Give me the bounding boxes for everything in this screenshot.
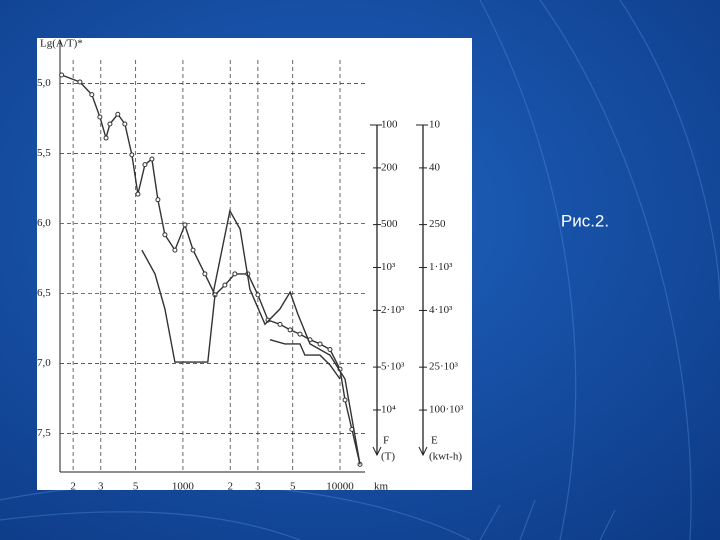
f-title: F [383,435,389,447]
data-line [212,208,361,465]
f-tick-label: 10³ [381,261,396,273]
data-point [155,197,161,203]
data-point [255,292,261,298]
f-arrow [372,446,382,457]
x-tick-label: 2 [227,481,233,493]
y-tick-label: 6,5 [37,287,51,299]
e-tick-label: 100·10³ [429,404,464,416]
f-tick-label: 200 [381,161,398,173]
e-tick-label: 1·10³ [429,261,453,273]
e-tick-label: 4·10³ [429,304,453,316]
data-point [97,114,103,120]
data-point [122,121,128,127]
y-tick-label: 5,5 [37,147,51,159]
e-title: E [431,435,438,447]
data-point [297,331,303,337]
e-tick-label: 40 [429,161,441,173]
data-point [162,232,168,238]
data-point [317,341,323,347]
x-tick-label: 2 [70,481,76,493]
data-point [327,347,333,353]
data-point [107,121,113,127]
data-point [277,321,283,327]
data-point [222,282,228,288]
chart: Lg(A/T)* km 5,0 5,5 6,0 6,5 7,0 7,5 2 3 5 1000 2 3 5… [37,38,464,493]
f-tick-label: 2·10³ [381,304,405,316]
e-arrow [418,446,428,457]
x-tick-label: 1000 [172,481,195,493]
data-point [172,247,178,253]
e-unit: (kwt-h) [429,451,462,463]
f-tick-label: 500 [381,218,398,230]
data-line [269,339,341,380]
x-tick-label: 3 [255,481,261,493]
data-point [202,271,208,277]
data-point [232,271,238,277]
data-point [287,327,293,333]
slide-caption: Рис.2. [561,211,609,230]
data-line [141,249,216,363]
data-point [129,152,135,158]
f-tick-label: 100 [381,119,398,131]
y-axis-label: Lg(A/T)* [40,38,83,50]
data-point [190,247,196,253]
y-tick-label: 7,5 [37,427,51,439]
x-tick-label: 3 [98,481,104,493]
y-tick-label: 6,0 [37,217,51,229]
data-point [59,72,65,78]
f-unit: (T) [381,451,395,463]
data-point [103,135,109,141]
x-axis-label: km [374,481,389,493]
chart-panel [37,38,472,490]
e-tick-label: 25·10³ [429,361,459,373]
x-tick-label: 5 [290,481,296,493]
x-tick-label: 5 [133,481,139,493]
y-tick-label: 7,0 [37,357,51,369]
data-point [149,156,155,162]
data-point [115,111,121,117]
data-point [77,79,83,85]
f-tick-label: 5·10³ [381,361,405,373]
data-point [142,162,148,168]
data-point [182,222,188,228]
data-point [342,397,348,403]
y-tick-label: 5,0 [37,77,51,89]
data-point [89,92,95,98]
x-tick-label: 10000 [326,481,354,493]
e-tick-label: 10 [429,119,441,131]
data-line [61,74,361,465]
e-tick-label: 250 [429,218,446,230]
f-tick-label: 10⁴ [381,404,396,416]
data-point [135,191,141,197]
